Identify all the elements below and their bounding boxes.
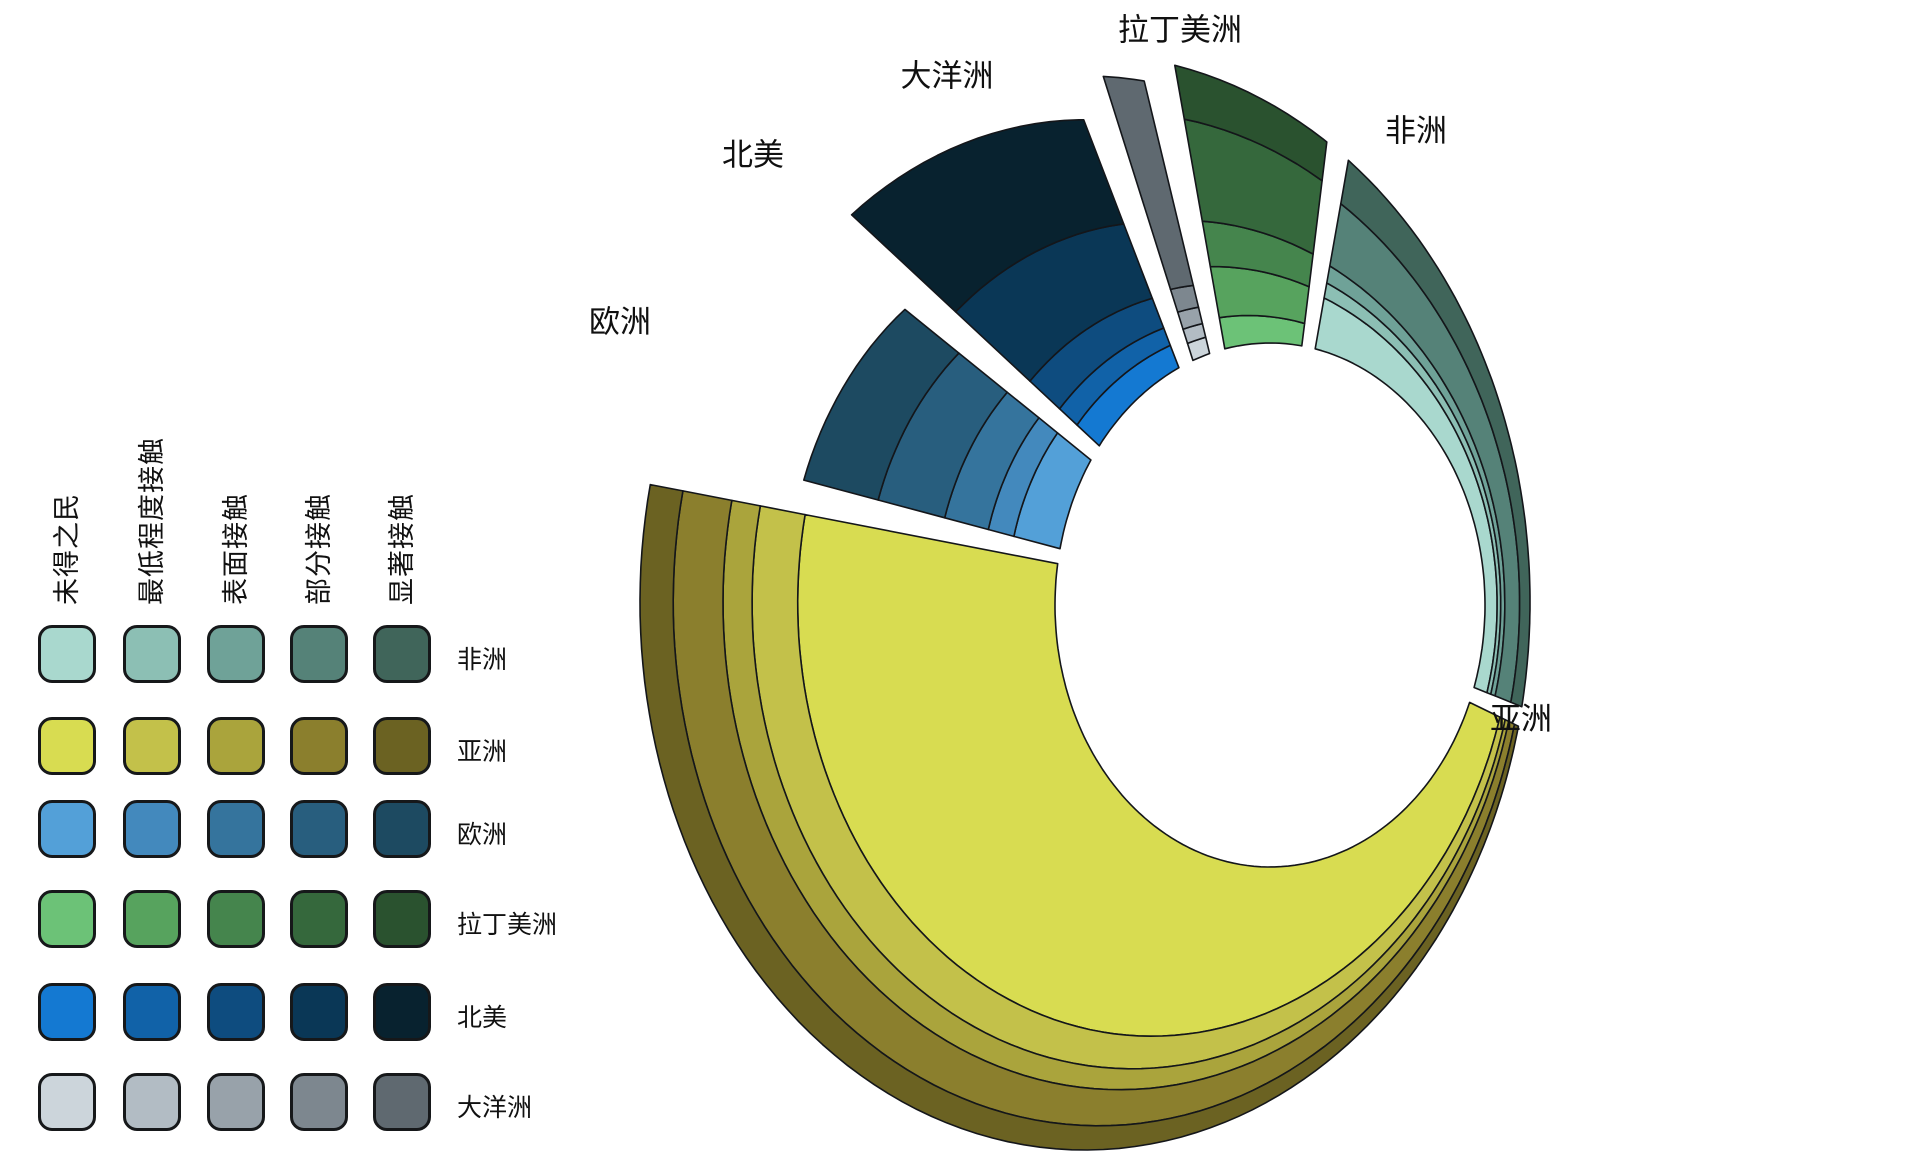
- segment-africa-level5: [1340, 159, 1531, 708]
- legend-swatch-asia-level2: [123, 717, 181, 775]
- legend-column-header: 未得之民: [52, 493, 82, 605]
- legend-swatch-latin-america-level5: [373, 890, 431, 948]
- legend-swatch-africa-level1: [38, 625, 96, 683]
- legend-column-header: 显著接触: [387, 493, 417, 605]
- wedge-asia: [639, 483, 1520, 1151]
- legend-swatch-oceania-level1: [38, 1073, 96, 1131]
- segment-europe-level5: [803, 308, 960, 501]
- wedge-label-latin-america: 拉丁美洲: [1118, 12, 1242, 48]
- legend-swatch-asia-level4: [290, 717, 348, 775]
- wedge-africa: [1314, 159, 1531, 708]
- wedge-europe: [803, 308, 1092, 550]
- legend-row-label: 亚洲: [457, 738, 508, 766]
- legend-swatch-europe-level1: [38, 800, 96, 858]
- legend-swatch-latin-america-level4: [290, 890, 348, 948]
- legend-column-header: 最低程度接触: [137, 437, 167, 605]
- legend-swatch-asia-level3: [207, 717, 265, 775]
- legend-row-label: 非洲: [457, 646, 508, 674]
- segment-oceania-level4: [1169, 284, 1200, 313]
- legend-swatch-north-america-level3: [207, 983, 265, 1041]
- legend-row-label: 拉丁美洲: [457, 911, 558, 939]
- wedge-label-asia: 亚洲: [1490, 701, 1552, 737]
- legend-row-label: 大洋洲: [457, 1094, 533, 1122]
- wedge-label-africa: 非洲: [1385, 113, 1447, 149]
- legend-swatch-europe-level3: [207, 800, 265, 858]
- legend-swatch-europe-level2: [123, 800, 181, 858]
- segment-asia-level5: [639, 483, 1520, 1151]
- legend-row-label: 北美: [457, 1004, 508, 1032]
- legend-column-header: 表面接触: [221, 493, 251, 605]
- legend-swatch-europe-level5: [373, 800, 431, 858]
- legend-swatch-north-america-level5: [373, 983, 431, 1041]
- wedge-north-america: [850, 119, 1180, 447]
- wedge-oceania: [1102, 75, 1211, 362]
- legend-swatch-latin-america-level1: [38, 890, 96, 948]
- wedge-latin-america: [1174, 64, 1328, 350]
- wedge-label-europe: 欧洲: [589, 304, 651, 340]
- wedge-label-north-america: 北美: [722, 137, 784, 173]
- segment-latin-america-level5: [1174, 64, 1328, 182]
- legend-swatch-asia-level5: [373, 717, 431, 775]
- legend-swatch-north-america-level1: [38, 983, 96, 1041]
- legend-swatch-africa-level5: [373, 625, 431, 683]
- legend-swatch-asia-level1: [38, 717, 96, 775]
- segment-oceania-level5: [1102, 75, 1195, 291]
- legend-swatch-latin-america-level3: [207, 890, 265, 948]
- legend-swatch-europe-level4: [290, 800, 348, 858]
- legend-swatch-north-america-level4: [290, 983, 348, 1041]
- legend-swatch-africa-level3: [207, 625, 265, 683]
- legend-swatch-oceania-level3: [207, 1073, 265, 1131]
- legend-swatch-oceania-level5: [373, 1073, 431, 1131]
- legend-swatch-oceania-level4: [290, 1073, 348, 1131]
- legend-swatch-africa-level2: [123, 625, 181, 683]
- legend-swatch-latin-america-level2: [123, 890, 181, 948]
- legend-column-header: 部分接触: [304, 493, 334, 605]
- legend-swatch-north-america-level2: [123, 983, 181, 1041]
- segment-north-america-level5: [850, 119, 1125, 313]
- legend-row-label: 欧洲: [457, 821, 508, 849]
- legend-swatch-africa-level4: [290, 625, 348, 683]
- legend-swatch-oceania-level2: [123, 1073, 181, 1131]
- wedge-label-oceania: 大洋洲: [900, 58, 994, 94]
